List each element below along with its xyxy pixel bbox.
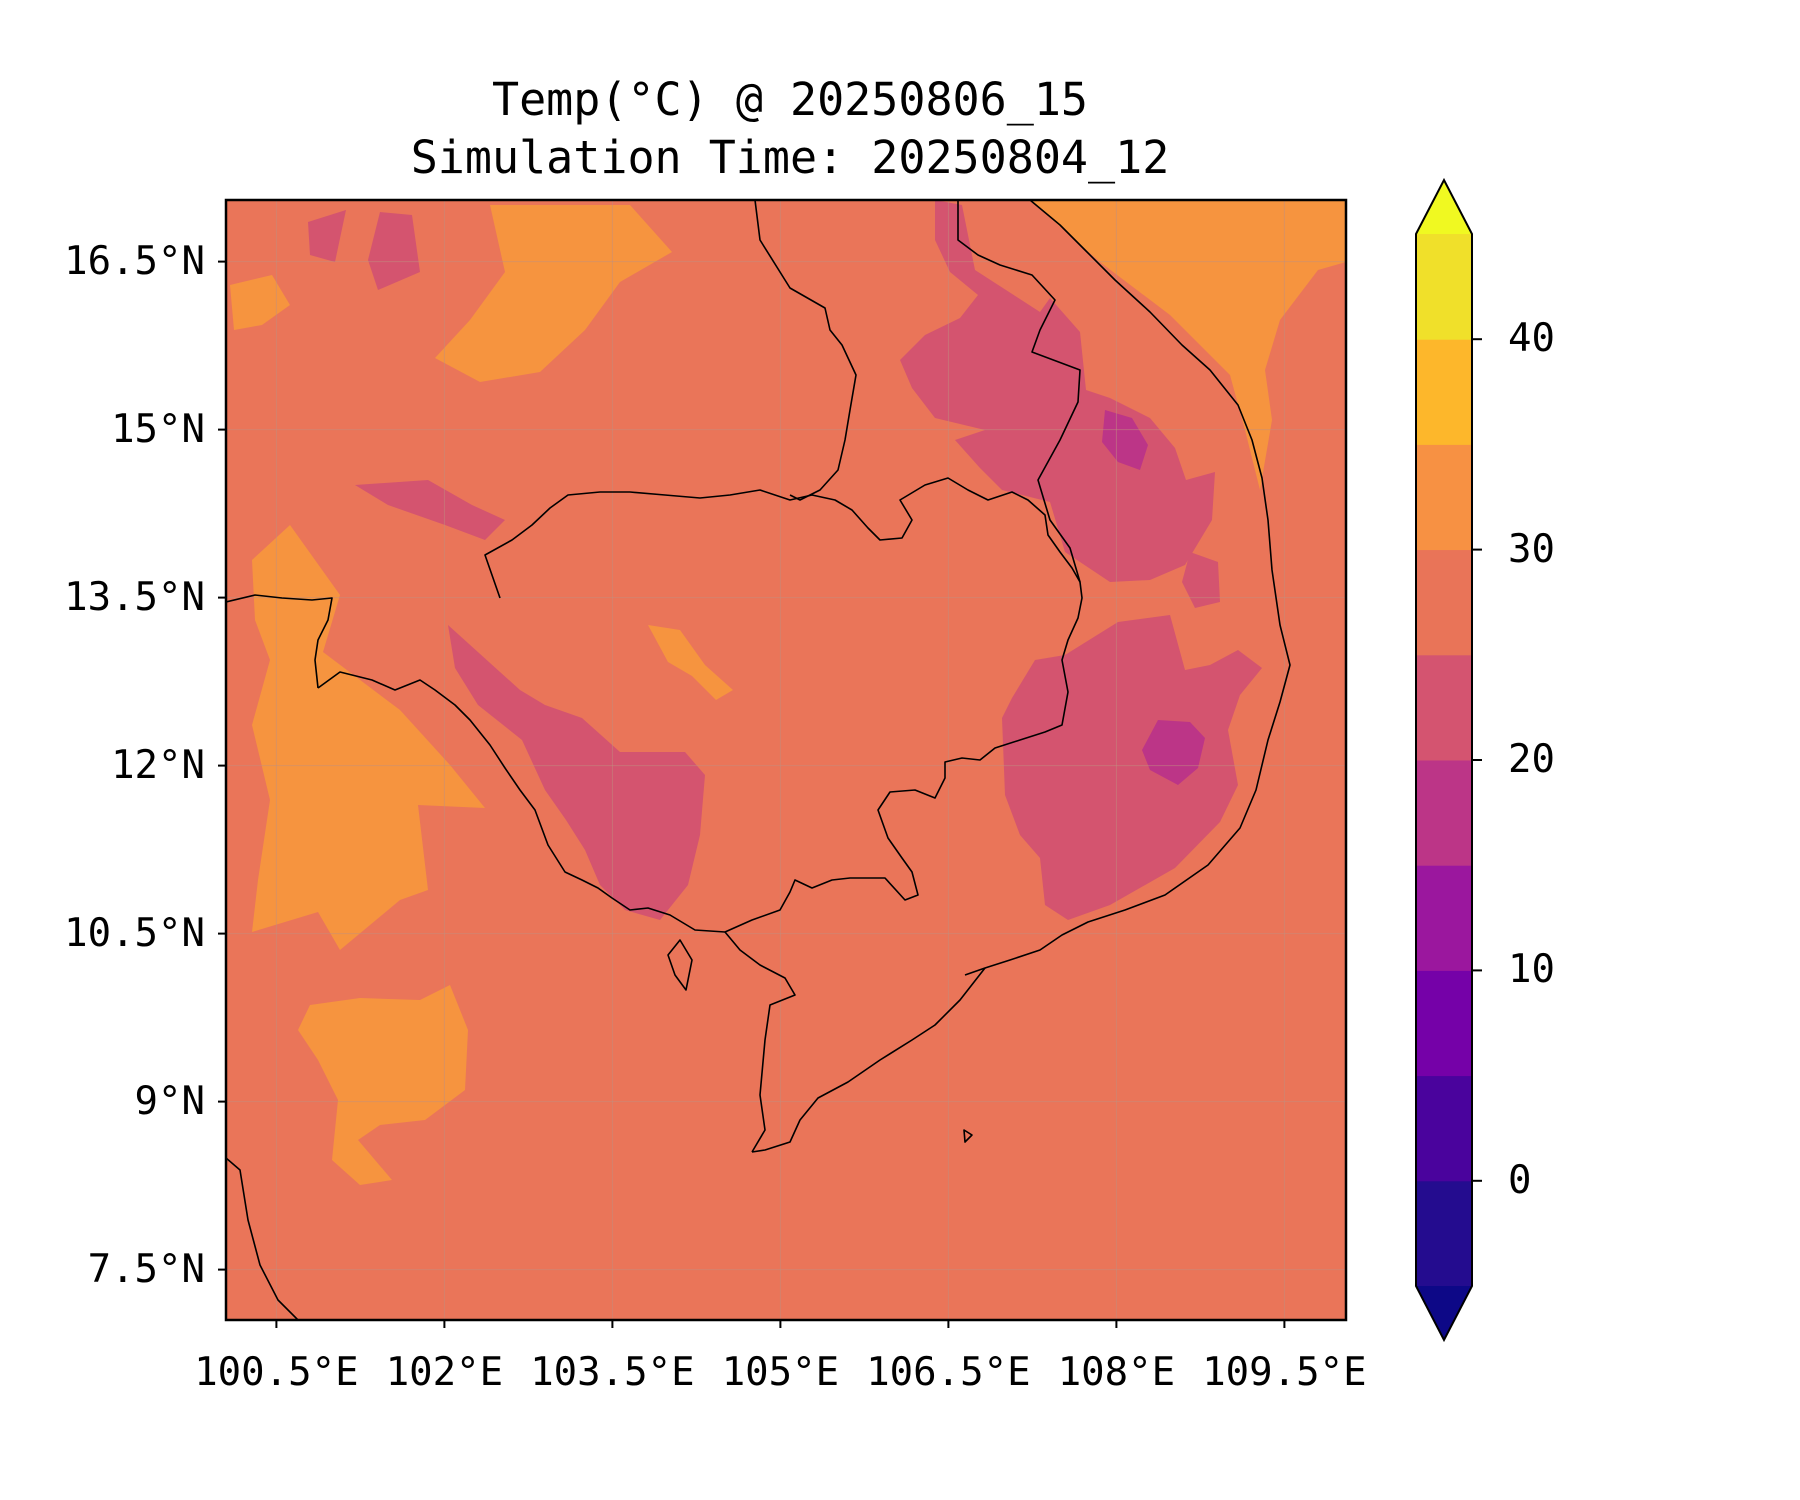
vietnam-coastline (964, 200, 1291, 976)
cool-region-north-1 (308, 210, 346, 262)
lon-tick-label: 103.5°E (530, 1350, 695, 1395)
colorbar (1415, 177, 1482, 1343)
cool-region-laos (900, 200, 1215, 582)
lon-tickmarks (275, 1320, 1286, 1328)
lat-tickmarks (218, 260, 226, 1271)
lon-tick-label: 105°E (721, 1350, 840, 1395)
cool-region-north-2 (368, 212, 420, 290)
warm-region-west (252, 525, 485, 950)
lat-tick-label: 7.5°N (87, 1246, 205, 1292)
colorbar-segment (1416, 1075, 1472, 1182)
colorbar-segment (1416, 760, 1472, 866)
colorbar-tick-label: 10 (1508, 947, 1555, 993)
cool-region-cambodia-west (448, 625, 705, 920)
lon-tick-label: 100.5°E (194, 1350, 359, 1395)
lon-tick-label: 102°E (385, 1350, 504, 1395)
colorbar-segment (1416, 444, 1472, 551)
cool-region-west (355, 480, 505, 540)
colorbar-outline (1415, 177, 1473, 1343)
cool-regions (308, 200, 1262, 920)
lat-tick-label: 9°N (134, 1078, 205, 1124)
colorbar-segment (1416, 234, 1472, 340)
coolest-regions (1102, 410, 1205, 785)
mekong-delta-coast (751, 967, 986, 1153)
colorbar-over-extension (1416, 180, 1472, 234)
map-frame (224, 198, 1348, 1322)
phu-quoc-island (667, 939, 693, 991)
colorbar-segment (1416, 1180, 1472, 1287)
map-subtitle: Simulation Time: 20250804_12 (410, 131, 1170, 184)
peninsula-coast (226, 1157, 299, 1320)
cambodia-coast (317, 671, 726, 933)
coastlines-borders (226, 200, 1291, 1320)
coolest-region-vietnam (1142, 720, 1205, 785)
colorbar-tick-label: 20 (1508, 737, 1555, 782)
colorbar-segment (1416, 654, 1472, 761)
colorbar-segment (1416, 970, 1472, 1077)
colorbar-segment (1416, 339, 1472, 445)
lat-tick-label: 10.5°N (64, 910, 205, 956)
map-title: Temp(°C) @ 20250806_15 (491, 73, 1089, 126)
lat-tick-label: 13.5°N (64, 574, 205, 620)
map-field (226, 200, 1346, 1320)
warm-region-northeast (1030, 200, 1346, 490)
warm-region-southwest (298, 985, 468, 1185)
laos-vietnam-border (957, 200, 1081, 583)
lat-tick-label: 12°N (111, 742, 205, 788)
warm-regions (230, 200, 1346, 1185)
gridlines (226, 200, 1346, 1320)
lat-tick-label: 15°N (111, 406, 205, 452)
warm-region-central (648, 625, 733, 700)
colorbar-under-extension (1416, 1286, 1472, 1340)
lon-tick-label: 108°E (1057, 1350, 1176, 1395)
coolest-region-laos (1102, 410, 1148, 470)
colorbar-tick-label: 0 (1508, 1157, 1532, 1203)
con-dao-island (963, 1129, 973, 1143)
cool-region-laos-east (1182, 552, 1220, 608)
colorbar-tick-label: 40 (1508, 316, 1555, 362)
myanmar-thailand-border (226, 594, 333, 689)
laos-thailand-border (754, 200, 857, 501)
lat-tick-label: 16.5°N (64, 238, 205, 284)
lon-tick-label: 106.5°E (866, 1350, 1031, 1395)
colorbar-tick-label: 30 (1508, 526, 1555, 572)
colorbar-segment (1416, 865, 1472, 971)
gulf-coast-east (724, 931, 796, 1153)
warm-region-west-north (230, 275, 290, 330)
cool-region-vietnam (1002, 615, 1262, 920)
thailand-cambodia-border (484, 477, 1083, 933)
lon-tick-label: 109.5°E (1202, 1350, 1367, 1395)
colorbar-segment (1416, 549, 1472, 656)
